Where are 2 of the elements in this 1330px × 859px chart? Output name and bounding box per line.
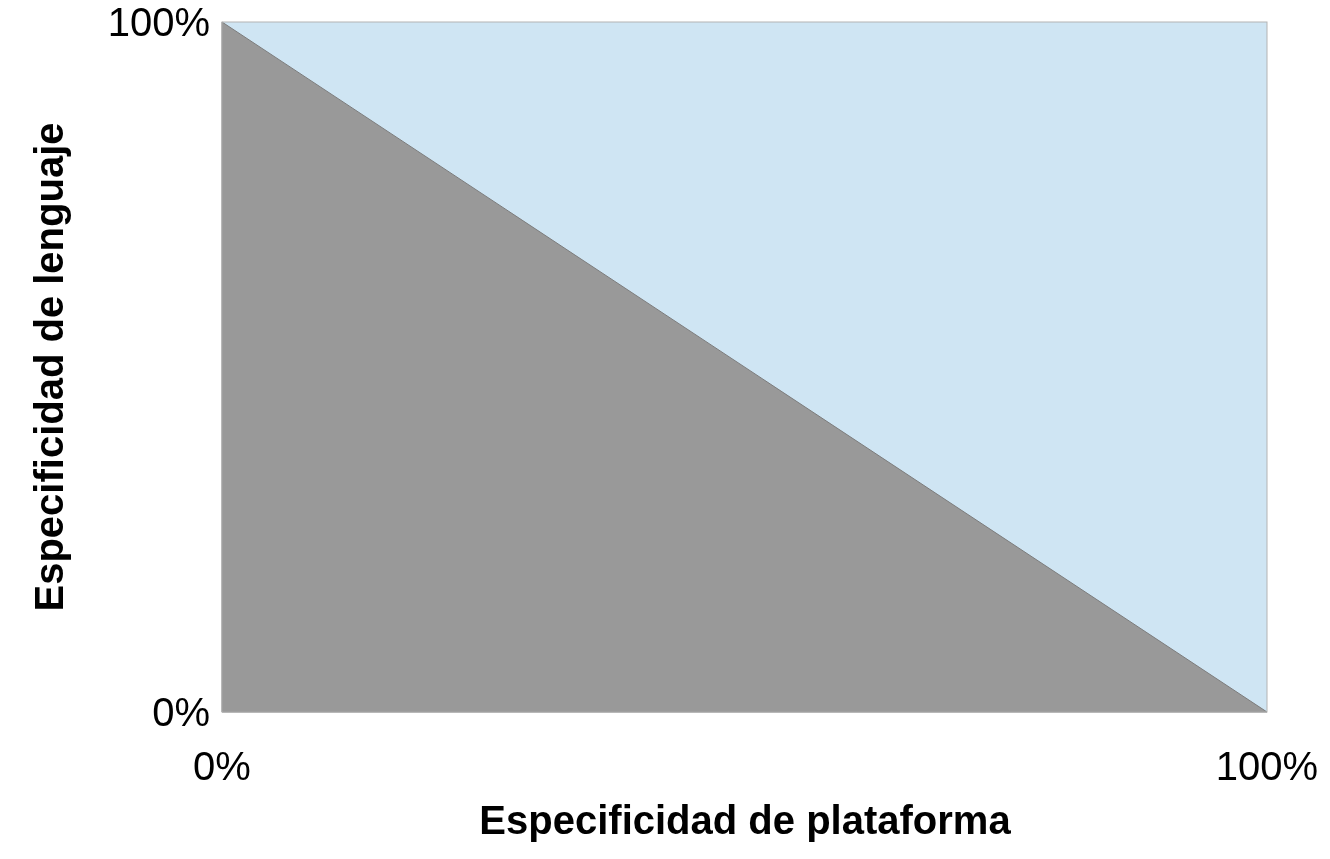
x-axis-title: Especificidad de plataforma bbox=[479, 798, 1012, 842]
y-axis-title: Especificidad de lenguaje bbox=[27, 122, 71, 612]
